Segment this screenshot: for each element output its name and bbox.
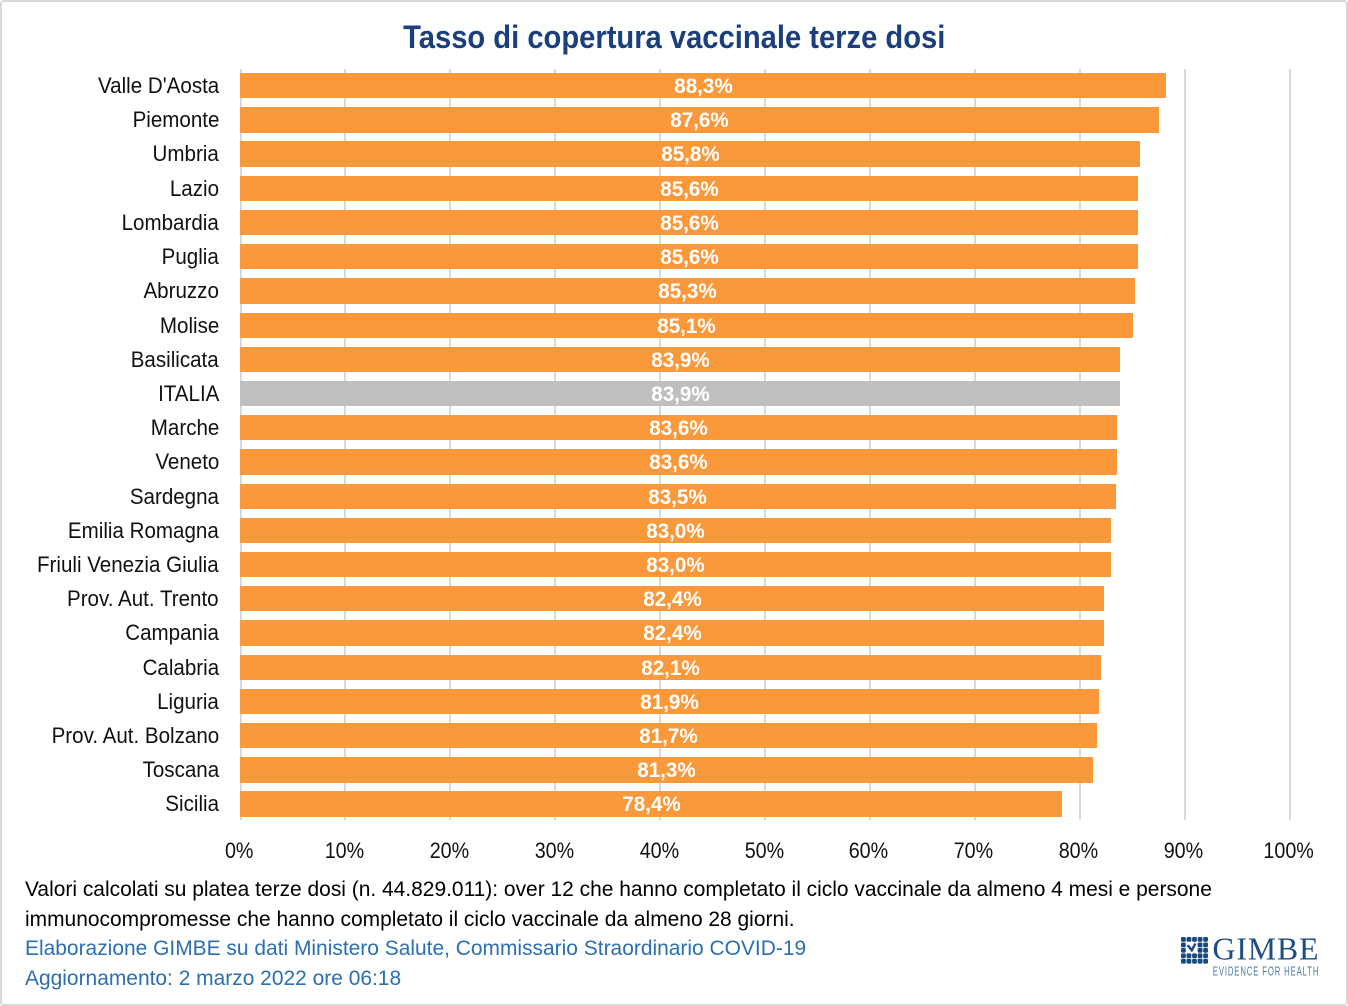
svg-text:EVIDENCE FOR HEALTH: EVIDENCE FOR HEALTH xyxy=(1212,963,1319,978)
svg-text:GIMBE: GIMBE xyxy=(1212,937,1319,967)
